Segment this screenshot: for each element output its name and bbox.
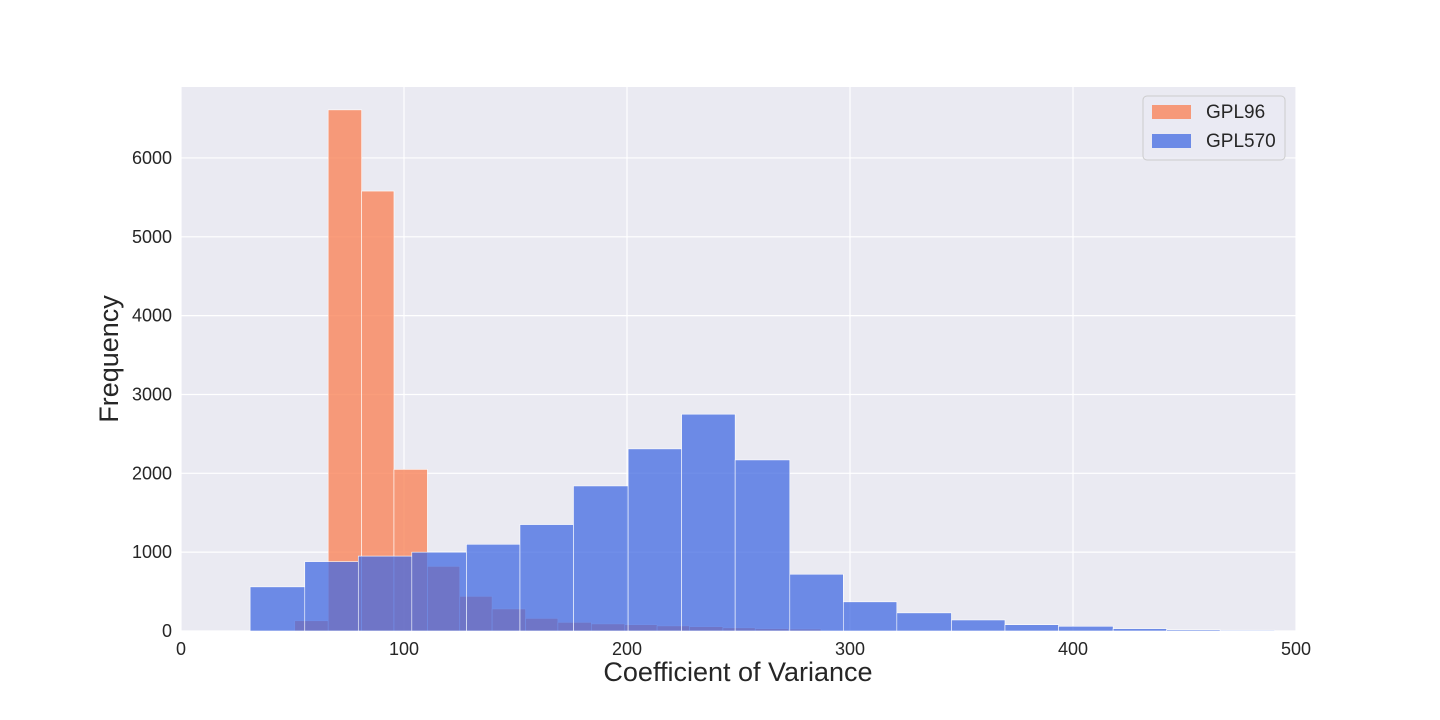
histogram-bar-gpl570: [1112, 628, 1167, 632]
histogram-bar-gpl96: [327, 109, 362, 632]
histogram-bar-gpl570: [627, 448, 682, 632]
x-tick-label: 100: [389, 639, 419, 659]
y-tick-label: 5000: [132, 227, 172, 247]
histogram-bar-gpl570: [843, 601, 898, 632]
legend-swatch-gpl96: [1152, 105, 1191, 119]
histogram-bar-gpl570: [573, 485, 629, 632]
y-axis-title: Frequency: [94, 295, 124, 423]
histogram-bar-gpl570: [789, 573, 844, 632]
histogram-bar-gpl570: [357, 555, 413, 632]
histogram-bar-gpl570: [1219, 629, 1276, 632]
y-tick-label: 6000: [132, 148, 172, 168]
y-tick-label: 1000: [132, 542, 172, 562]
y-tick-label: 3000: [132, 384, 172, 404]
x-axis-title: Coefficient of Variance: [603, 657, 872, 687]
histogram-bar-gpl570: [411, 551, 467, 632]
x-tick-label: 0: [176, 639, 186, 659]
histogram-bar-gpl570: [1004, 624, 1059, 632]
series-gpl570-bars: [249, 413, 1276, 632]
x-tick-label: 500: [1281, 639, 1311, 659]
y-tick-label: 0: [162, 621, 172, 641]
histogram-bar-gpl570: [681, 413, 736, 632]
x-tick-label: 400: [1058, 639, 1088, 659]
histogram-bars: [249, 109, 1276, 632]
histogram-bar-gpl570: [519, 524, 574, 632]
y-tick-label: 2000: [132, 463, 172, 483]
histogram-bar-gpl570: [249, 586, 306, 632]
legend-swatch-gpl570: [1152, 134, 1191, 148]
legend-label-gpl96: GPL96: [1206, 102, 1265, 123]
y-tick-label: 4000: [132, 306, 172, 326]
histogram-bar-gpl570: [304, 561, 359, 632]
histogram-bar-gpl570: [466, 543, 521, 632]
tick-labels: 0 100 200 300 400 500010002000300040005000600…: [132, 148, 1311, 659]
histogram-bar-gpl570: [1166, 629, 1221, 632]
histogram-bar-gpl570: [951, 619, 1006, 632]
histogram-bar-gpl570: [734, 459, 791, 632]
legend-label-gpl570: GPL570: [1206, 131, 1276, 152]
x-tick-label: 300: [835, 639, 865, 659]
histogram-bar-gpl570: [1058, 625, 1114, 632]
x-tick-label: 200: [612, 639, 642, 659]
histogram-bar-gpl570: [896, 612, 952, 632]
legend: GPL96 GPL570: [1142, 95, 1286, 161]
